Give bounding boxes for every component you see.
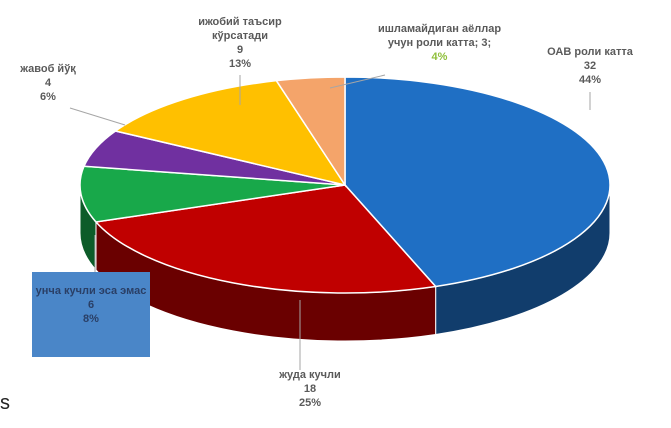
slice [344,76,611,288]
slice [94,184,438,294]
slice [79,165,346,223]
label-value: 18 [303,383,317,395]
label-name: жуда кучли [279,369,341,381]
data-label: ижобий таъсир кўрсатади 9 13% [180,15,300,71]
label-value: 9 [236,44,244,56]
data-label: ОАВ роли катта 32 44% [540,45,640,87]
label-value: 32 [583,60,597,72]
label-percent: 44% [578,74,602,86]
label-value: 4 [44,77,52,89]
label-name: ижобий таъсир кўрсатади [198,16,282,42]
label-text: ишламайдиган аёллар учун роли катта; 3; [372,22,507,50]
data-label: жавоб йўқ 4 6% [8,62,88,104]
data-label: жуда кучли 18 25% [255,368,365,410]
label-name: ОАВ роли катта [547,46,633,58]
leader-line [69,107,126,126]
slice [275,76,346,188]
label-separator: ; [474,37,479,49]
leader-line [329,74,386,89]
label-percent: 13% [228,58,252,70]
label-percent: 6% [40,91,56,103]
label-name: унча кучли эса эмас [35,285,147,297]
label-percent: 8% [83,313,99,325]
label-percent: 4% [431,51,448,63]
label-name: ишламайдиган аёллар учун роли катта [377,23,502,49]
stray-text: s [0,392,10,414]
label-name: жавоб йўқ [20,63,76,75]
label-percent: 25% [298,397,322,409]
label-value: 6 [87,299,95,311]
label-value: 3 [481,37,488,49]
data-label: ишламайдиган аёллар учун роли катта; 3; 4… [372,22,507,64]
data-label: унча кучли эса эмас 6 8% [32,272,150,357]
label-separator: ; [487,37,492,49]
